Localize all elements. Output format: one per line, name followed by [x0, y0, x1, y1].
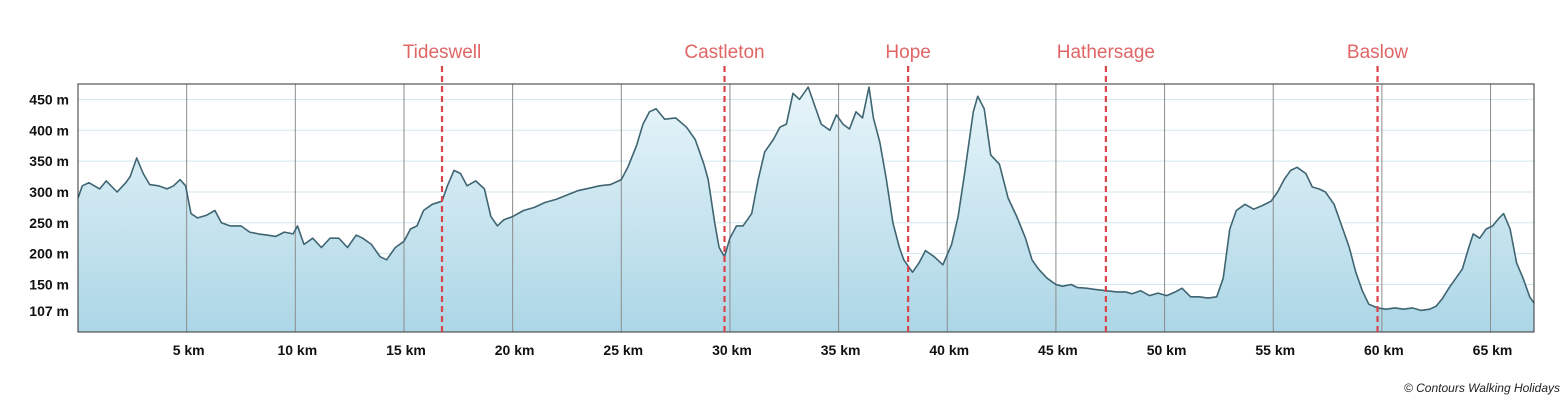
- place-marker-label: Castleton: [684, 42, 764, 63]
- y-tick-label: 150 m: [29, 276, 69, 292]
- x-axis-tick-labels: 5 km 10 km 15 km 20 km 25 km 30 km 35 km 40 km 4…: [173, 342, 1513, 358]
- x-tick-label: 40 km: [929, 342, 969, 358]
- elevation-line: [78, 86, 1534, 312]
- y-tick-label: 200 m: [29, 246, 69, 262]
- credit-text: © Contours Walking Holidays: [1404, 381, 1560, 395]
- y-axis-tick-labels: 107 m 150 m 200 m 250 m 300 m 350 m 400 m 450 m: [29, 91, 69, 319]
- x-tick-label: 65 km: [1473, 342, 1513, 358]
- x-tick-label: 5 km: [173, 342, 205, 358]
- x-tick-label: 50 km: [1147, 342, 1187, 358]
- x-tick-label: 35 km: [821, 342, 861, 358]
- place-marker-label: Hope: [885, 42, 930, 63]
- place-marker-label: Tideswell: [403, 42, 482, 63]
- place-marker-label: Baslow: [1347, 42, 1409, 63]
- y-tick-label: 400 m: [29, 122, 69, 138]
- vertical-gridlines: [186, 84, 1492, 332]
- x-tick-label: 45 km: [1038, 342, 1078, 358]
- x-tick-label: 25 km: [603, 342, 643, 358]
- x-tick-label: 15 km: [386, 342, 426, 358]
- y-tick-label: 107 m: [29, 303, 69, 319]
- place-markers: Tideswell Castleton Hope Hathersage Baslow: [403, 42, 1409, 332]
- y-tick-label: 350 m: [29, 153, 69, 169]
- x-tick-label: 10 km: [277, 342, 317, 358]
- x-tick-label: 30 km: [712, 342, 752, 358]
- plot-frame: [77, 83, 1535, 333]
- x-tick-label: 20 km: [495, 342, 535, 358]
- x-tick-label: 55 km: [1255, 342, 1295, 358]
- y-tick-label: 300 m: [29, 184, 69, 200]
- y-tick-label: 450 m: [29, 91, 69, 107]
- place-marker-label: Hathersage: [1057, 42, 1155, 63]
- y-tick-label: 250 m: [29, 215, 69, 231]
- x-tick-label: 60 km: [1364, 342, 1404, 358]
